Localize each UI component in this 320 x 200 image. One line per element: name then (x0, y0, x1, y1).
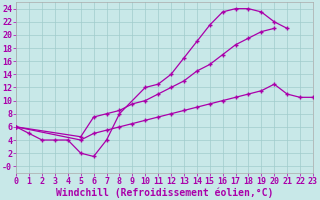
X-axis label: Windchill (Refroidissement éolien,°C): Windchill (Refroidissement éolien,°C) (56, 187, 273, 198)
